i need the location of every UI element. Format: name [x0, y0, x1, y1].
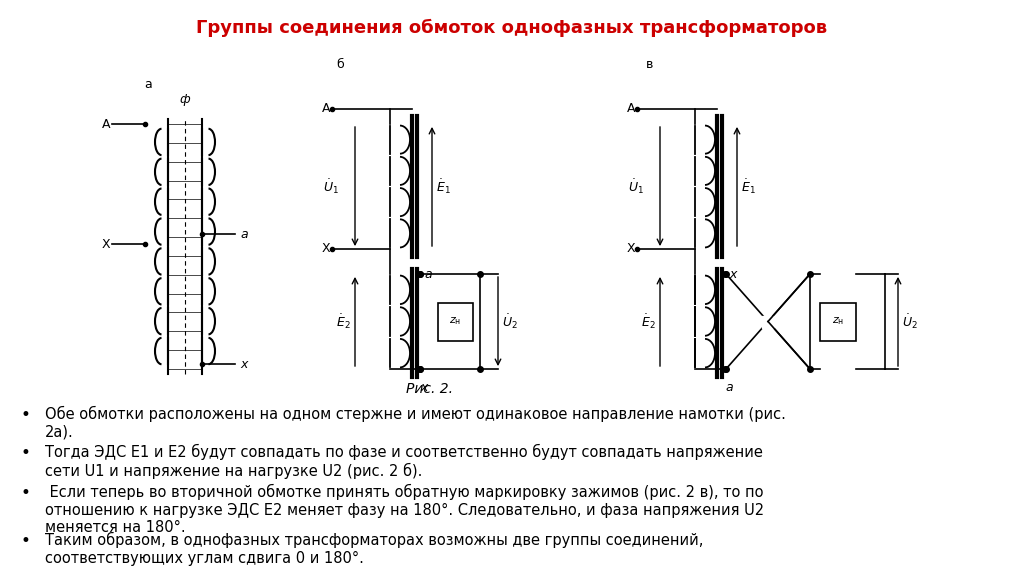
Text: $\dot{E}_1$: $\dot{E}_1$ — [741, 177, 756, 196]
Text: ф: ф — [179, 93, 190, 106]
Text: $\dot{E}_1$: $\dot{E}_1$ — [436, 177, 451, 196]
Text: $\dot{U}_1$: $\dot{U}_1$ — [628, 177, 644, 196]
Text: x: x — [420, 381, 428, 394]
Text: Группы соединения обмоток однофазных трансформаторов: Группы соединения обмоток однофазных тра… — [197, 19, 827, 37]
Text: •: • — [20, 406, 30, 424]
Text: •: • — [20, 532, 30, 550]
Polygon shape — [762, 316, 774, 328]
Text: А: А — [101, 118, 110, 130]
Text: Х: Х — [101, 238, 110, 250]
Text: $z_{\rm н}$: $z_{\rm н}$ — [449, 316, 461, 327]
Text: Тогда ЭДС E1 и E2 будут совпадать по фазе и соответственно будут совпадать напря: Тогда ЭДС E1 и E2 будут совпадать по фаз… — [45, 444, 763, 479]
Text: $\dot{U}_1$: $\dot{U}_1$ — [323, 177, 339, 196]
Text: Рис. 2.: Рис. 2. — [407, 382, 454, 396]
Text: а: а — [144, 77, 152, 91]
Text: а: а — [240, 227, 248, 241]
Text: Х: Х — [322, 242, 330, 255]
Text: x: x — [729, 267, 736, 281]
Text: •: • — [20, 444, 30, 462]
Text: $\dot{E}_2$: $\dot{E}_2$ — [336, 312, 351, 331]
Text: •: • — [20, 484, 30, 502]
Text: a: a — [424, 267, 432, 281]
Text: $\dot{U}_2$: $\dot{U}_2$ — [502, 312, 518, 331]
Text: в: в — [646, 57, 653, 71]
Text: А: А — [322, 103, 330, 115]
Text: a: a — [725, 381, 733, 394]
Text: х: х — [240, 358, 248, 370]
Text: $\dot{U}_2$: $\dot{U}_2$ — [902, 312, 918, 331]
Text: $z_{\rm н}$: $z_{\rm н}$ — [831, 316, 844, 327]
Text: б: б — [336, 57, 344, 71]
Bar — [437, 302, 472, 340]
Text: Таким образом, в однофазных трансформаторах возможны две группы соединений,
соот: Таким образом, в однофазных трансформато… — [45, 532, 703, 565]
Text: Если теперь во вторичной обмотке принять обратную маркировку зажимов (рис. 2 в),: Если теперь во вторичной обмотке принять… — [45, 484, 764, 535]
Text: А: А — [627, 103, 635, 115]
Bar — [820, 302, 856, 340]
Text: Х: Х — [627, 242, 635, 255]
Text: Обе обмотки расположены на одном стержне и имеют одинаковое направление намотки : Обе обмотки расположены на одном стержне… — [45, 406, 785, 440]
Text: $\dot{E}_2$: $\dot{E}_2$ — [641, 312, 656, 331]
